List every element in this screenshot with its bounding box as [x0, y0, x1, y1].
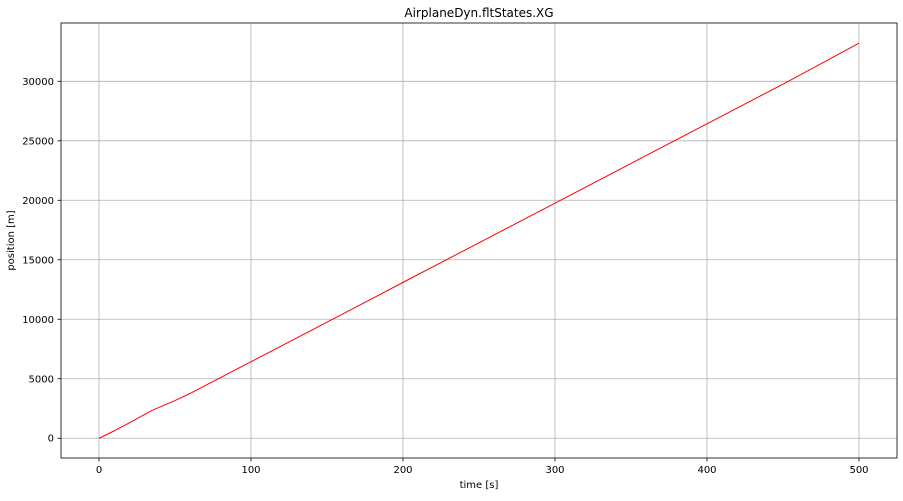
x-tick-label: 0 — [96, 465, 102, 476]
y-axis-label: position [m] — [6, 210, 17, 270]
x-tick-label: 100 — [241, 465, 260, 476]
y-tick-label: 20000 — [22, 196, 54, 207]
x-axis-label: time [s] — [460, 480, 499, 491]
y-tick-label: 25000 — [22, 136, 54, 147]
y-tick-label: 15000 — [22, 255, 54, 266]
grid — [61, 23, 897, 458]
y-tick-label: 30000 — [22, 77, 54, 88]
chart-title: AirplaneDyn.fltStates.XG — [404, 6, 553, 20]
x-tick-label: 500 — [849, 465, 868, 476]
plot-frame — [60, 22, 898, 459]
y-axis-ticks: 0 5000 10000 15000 20000 25000 30000 — [22, 77, 61, 445]
series-line — [98, 42, 860, 439]
x-tick-label: 200 — [393, 465, 412, 476]
x-tick-label: 400 — [697, 465, 716, 476]
plot-area — [61, 23, 897, 458]
y-tick-label: 5000 — [29, 374, 54, 385]
x-axis-ticks: 0 100 200 300 400 500 — [96, 458, 869, 476]
x-tick-label: 300 — [545, 465, 564, 476]
series-layer — [98, 42, 860, 439]
y-tick-label: 10000 — [22, 315, 54, 326]
y-tick-label: 0 — [48, 434, 54, 445]
